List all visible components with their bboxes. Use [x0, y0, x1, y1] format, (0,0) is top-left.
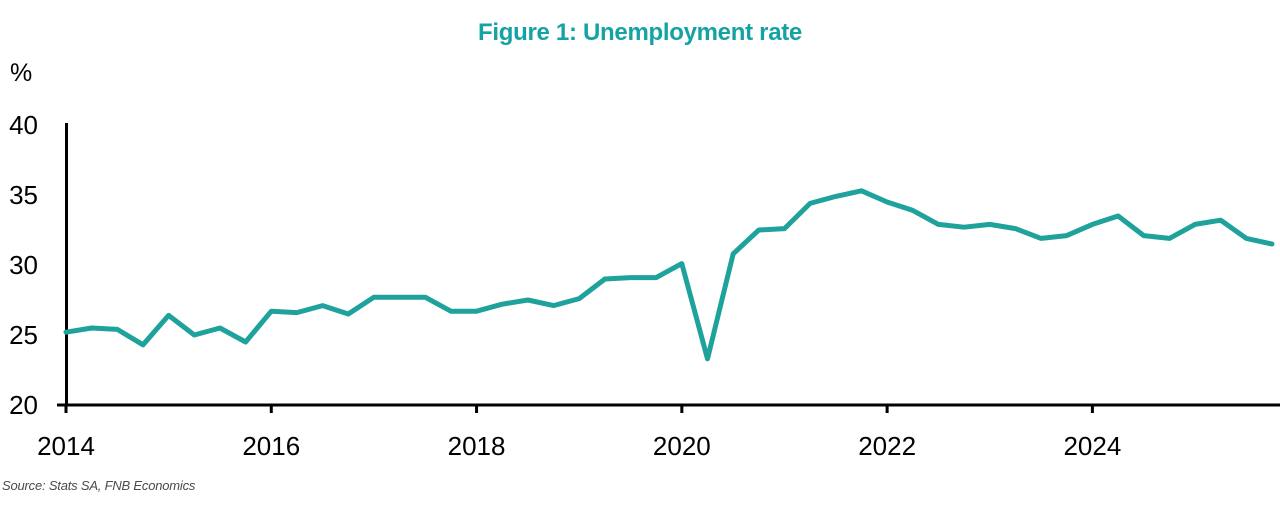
x-tick-label-2024: 2024: [1063, 431, 1121, 461]
x-tick-label-2014: 2014: [37, 431, 95, 461]
source-note: Source: Stats SA, FNB Economics: [2, 478, 196, 493]
y-tick-label-25: 25: [9, 320, 38, 350]
y-tick-label-40: 40: [9, 110, 38, 140]
y-tick-label-20: 20: [9, 390, 38, 420]
unemployment-rate-series-line: [63, 188, 1275, 362]
x-tick-label-2022: 2022: [858, 431, 916, 461]
y-tick-label-35: 35: [9, 180, 38, 210]
x-tick-label-2018: 2018: [448, 431, 506, 461]
x-tick-label-2020: 2020: [653, 431, 711, 461]
x-tick-label-2016: 2016: [242, 431, 300, 461]
chart-title: Figure 1: Unemployment rate: [478, 19, 802, 46]
y-tick-label-30: 30: [9, 250, 38, 280]
y-axis-unit-label: %: [10, 59, 33, 87]
